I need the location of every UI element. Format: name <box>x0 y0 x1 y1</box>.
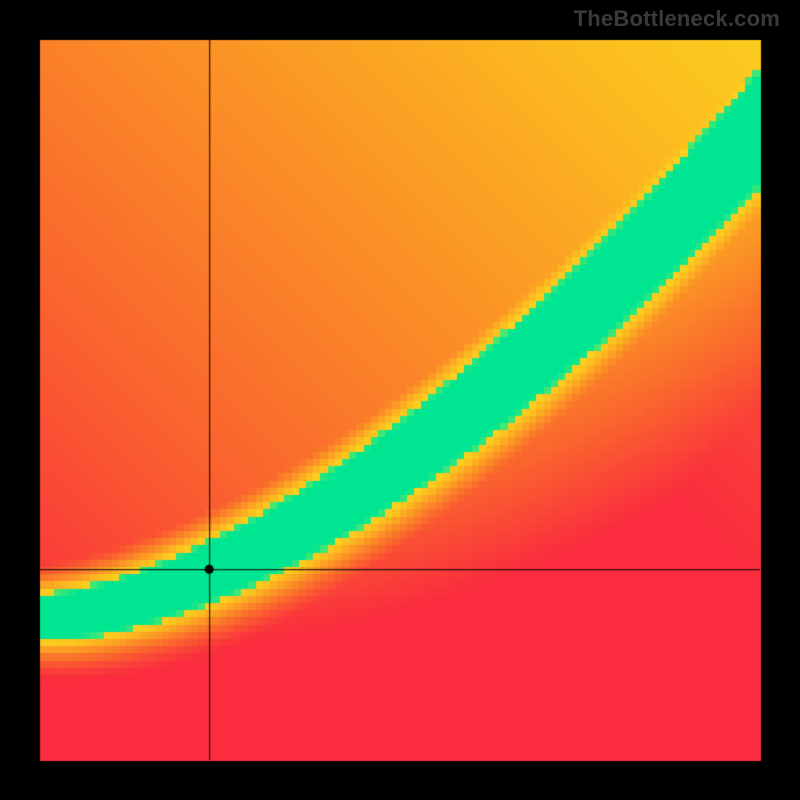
bottleneck-heatmap-canvas <box>0 0 800 800</box>
watermark-text: TheBottleneck.com <box>574 6 780 32</box>
chart-container: TheBottleneck.com <box>0 0 800 800</box>
